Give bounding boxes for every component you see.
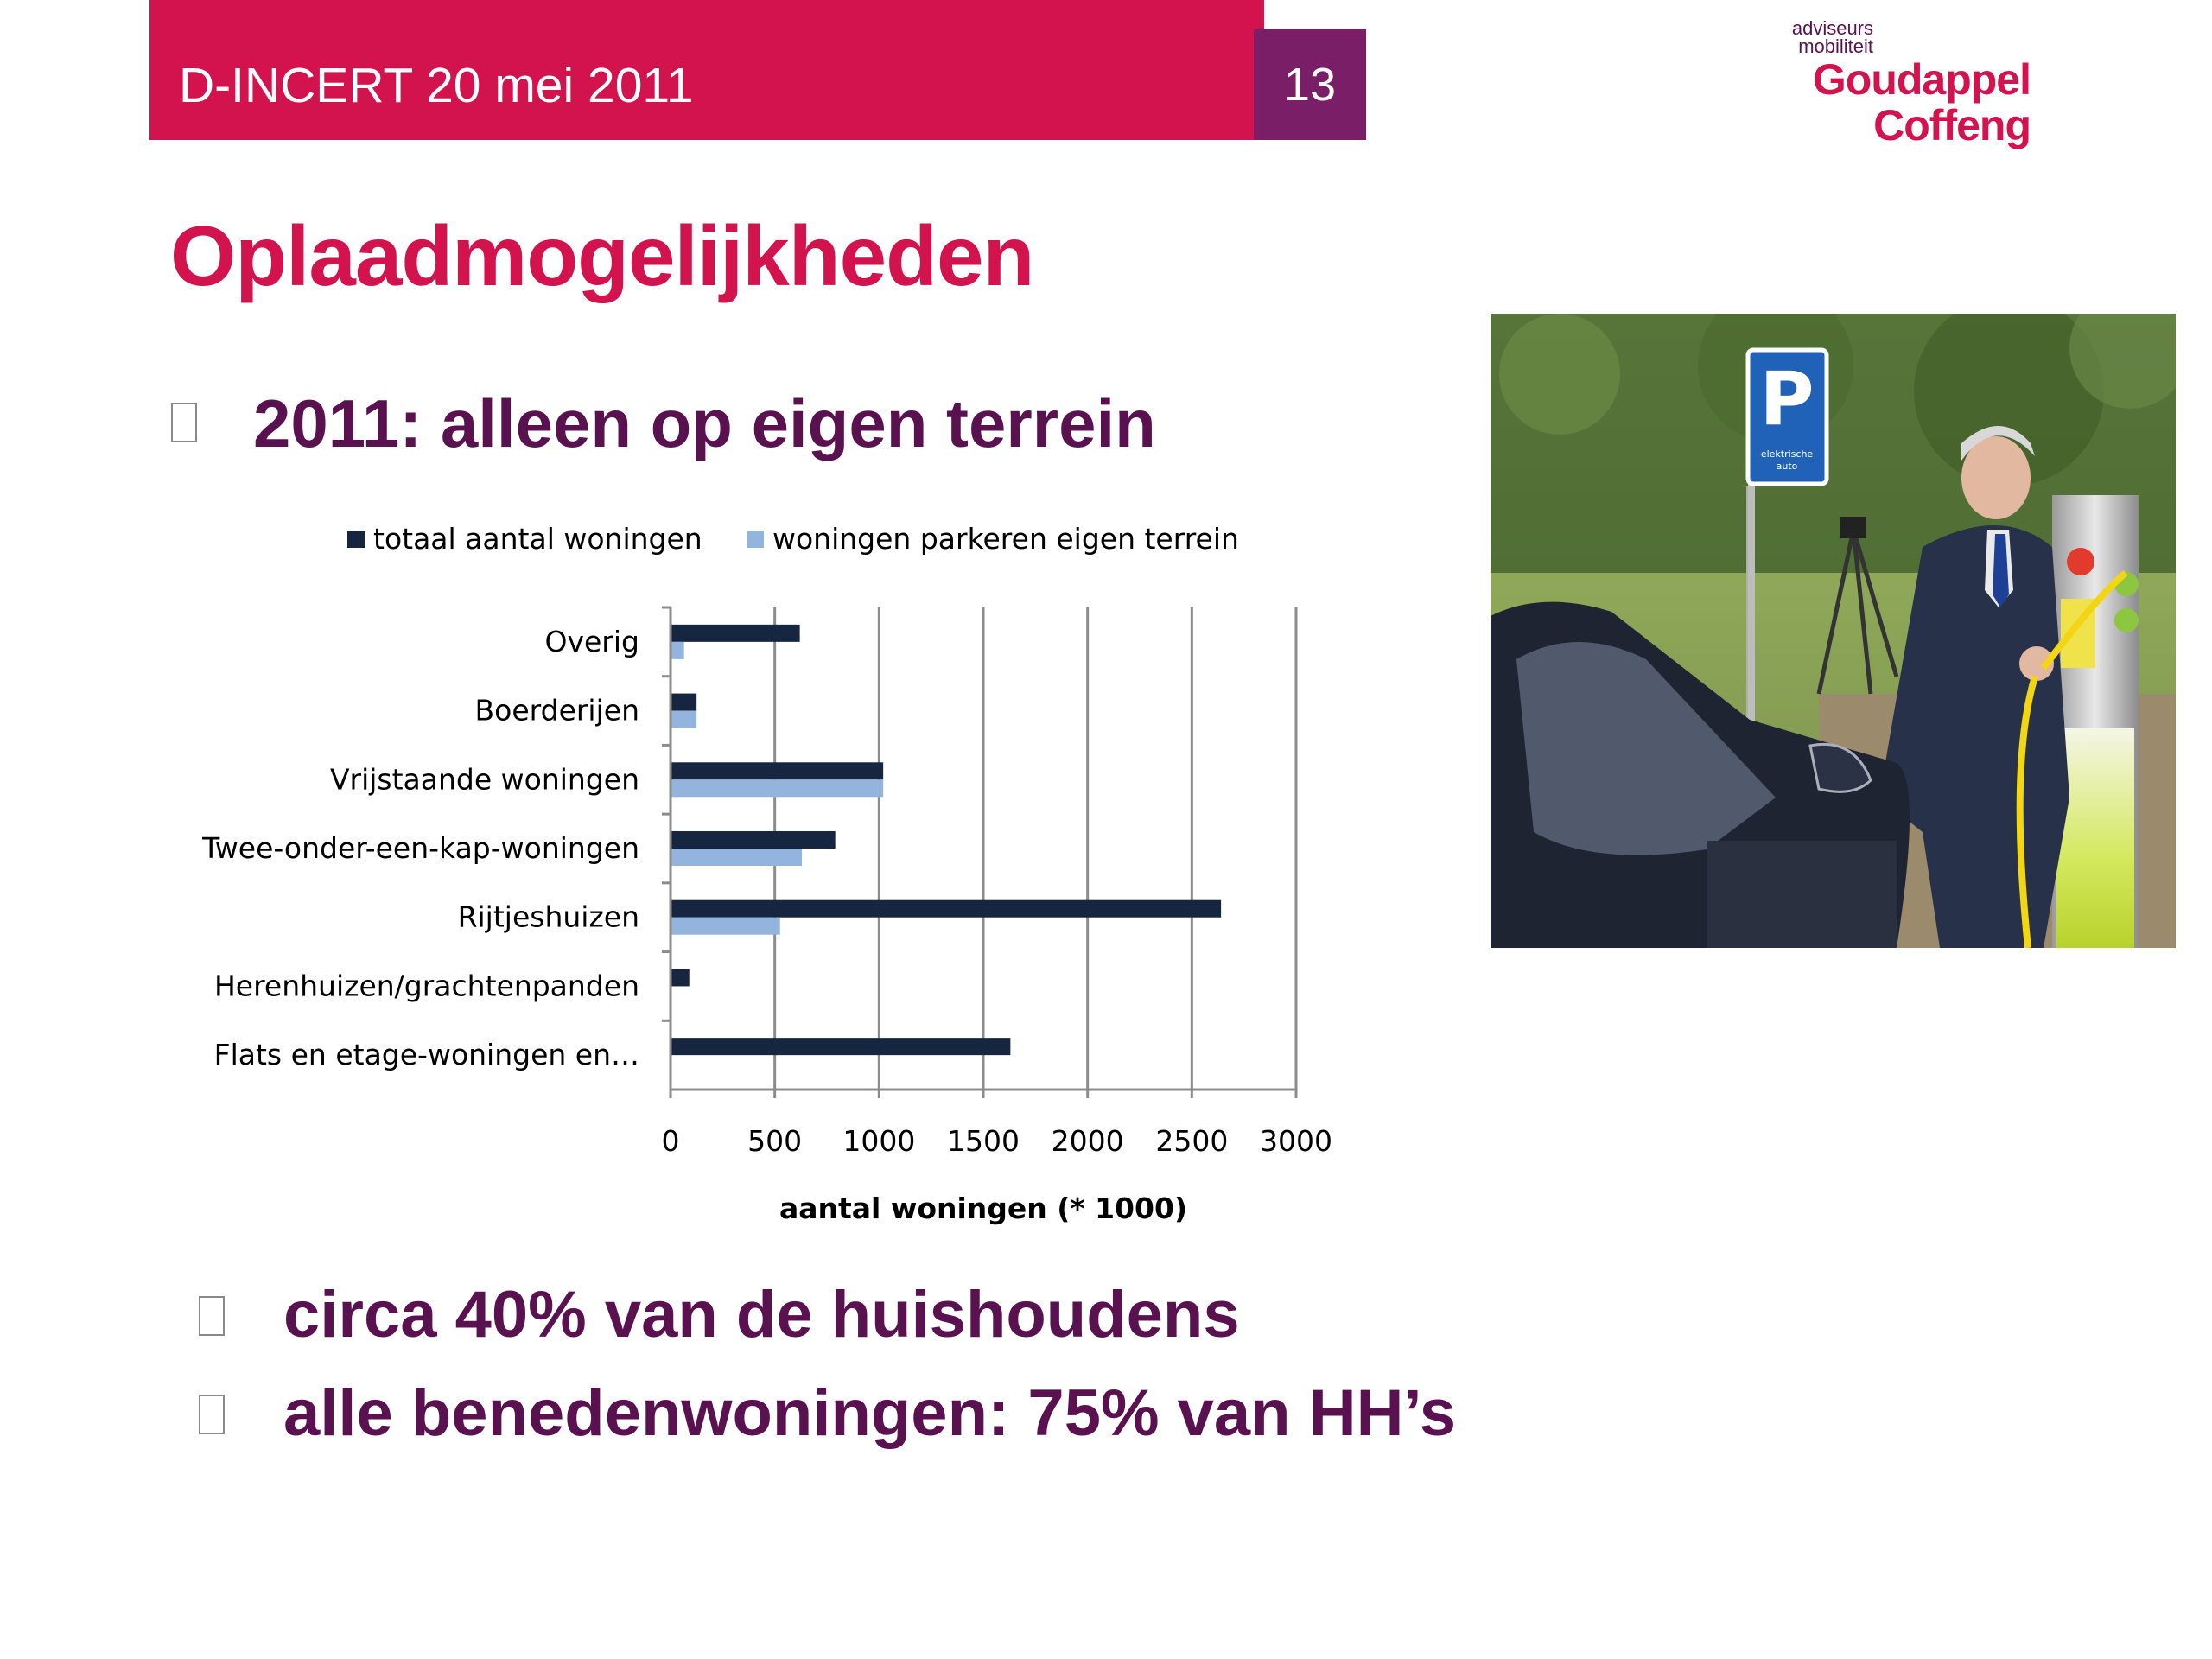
category-label: Rijtjeshuizen [458,900,639,934]
x-tick-label: 0 [662,1124,680,1158]
bar-totaal [671,831,836,849]
chart-legend: totaal aantal woningen woningen parkeren … [347,522,1239,556]
sign-letter: P [1759,356,1814,442]
presentation-title: D-INCERT 20 mei 2011 [179,58,694,113]
bar-totaal [671,1038,1011,1056]
legend-label: totaal aantal woningen [373,522,702,556]
legend-label: woningen parkeren eigen terrein [772,522,1239,556]
bar-eigen-terrein [671,710,697,728]
bullet-marker-2 [199,1296,225,1336]
bar-eigen-terrein [671,641,684,659]
sign-caption-1: elektrische [1761,448,1814,460]
bar-eigen-terrein [671,779,884,798]
legend-swatch [347,531,365,548]
company-logo: Goudappel Coffeng [1806,57,2031,149]
category-label: Overig [545,625,640,658]
bullet-marker-3 [199,1395,225,1434]
x-tick-label: 1000 [842,1124,915,1158]
bullet-1: 2011: alleen op eigen terrein [253,385,1156,461]
category-label: Boerderijen [475,694,640,728]
category-label: Herenhuizen/grachtenpanden [214,969,639,1002]
logo-tagline-line-2: mobiliteit [1798,35,1873,57]
page-number: 13 [1283,58,1337,111]
photo-illustration: P elektrische auto [1491,314,2176,948]
bar-totaal [671,899,1222,918]
bar-totaal [671,969,690,987]
x-tick-label: 2000 [1052,1124,1124,1158]
bullet-3: alle benedenwoningen: 75% van HH’s [283,1376,1457,1450]
category-label: Vrijstaande woningen [330,762,639,796]
logo-name-line-1: Goudappel [1812,55,2031,104]
page-number-box [1254,29,1366,140]
bar-totaal [671,624,800,642]
slide-title: Oplaadmogelijkheden [170,208,1034,303]
bar-eigen-terrein [671,917,780,935]
sign-caption-2: auto [1777,461,1798,472]
legend-swatch [747,531,764,548]
bar-totaal [671,762,884,780]
logo-tagline-line-1: adviseurs [1791,17,1873,39]
logo-tagline: adviseurs mobiliteit [1791,17,1873,57]
logo-name-line-2: Coffeng [1873,101,2031,149]
x-tick-label: 500 [747,1124,802,1158]
category-label: Twee-onder-een-kap-woningen [201,831,639,865]
chart-axes [662,606,1298,1098]
header-bar [149,0,1264,140]
chart-bars [671,624,1222,1056]
x-tick-label: 3000 [1260,1124,1332,1158]
x-axis-title: aantal woningen (* 1000) [779,1192,1187,1225]
charging-station-photo: P elektrische auto [1491,314,2176,948]
x-tick-label: 1500 [947,1124,1020,1158]
chart-labels: 0 500 1000 1500 2000 2500 3000 Overig Boerderije… [201,625,1332,1225]
bullet-2: circa 40% van de huishoudens [283,1278,1240,1351]
bullet-marker-1 [171,403,197,442]
category-label: Flats en etage-woningen en… [214,1038,639,1071]
chart-grid [773,607,1298,1090]
bar-totaal [671,693,697,711]
bar-eigen-terrein [671,849,803,866]
x-tick-label: 2500 [1155,1124,1228,1158]
